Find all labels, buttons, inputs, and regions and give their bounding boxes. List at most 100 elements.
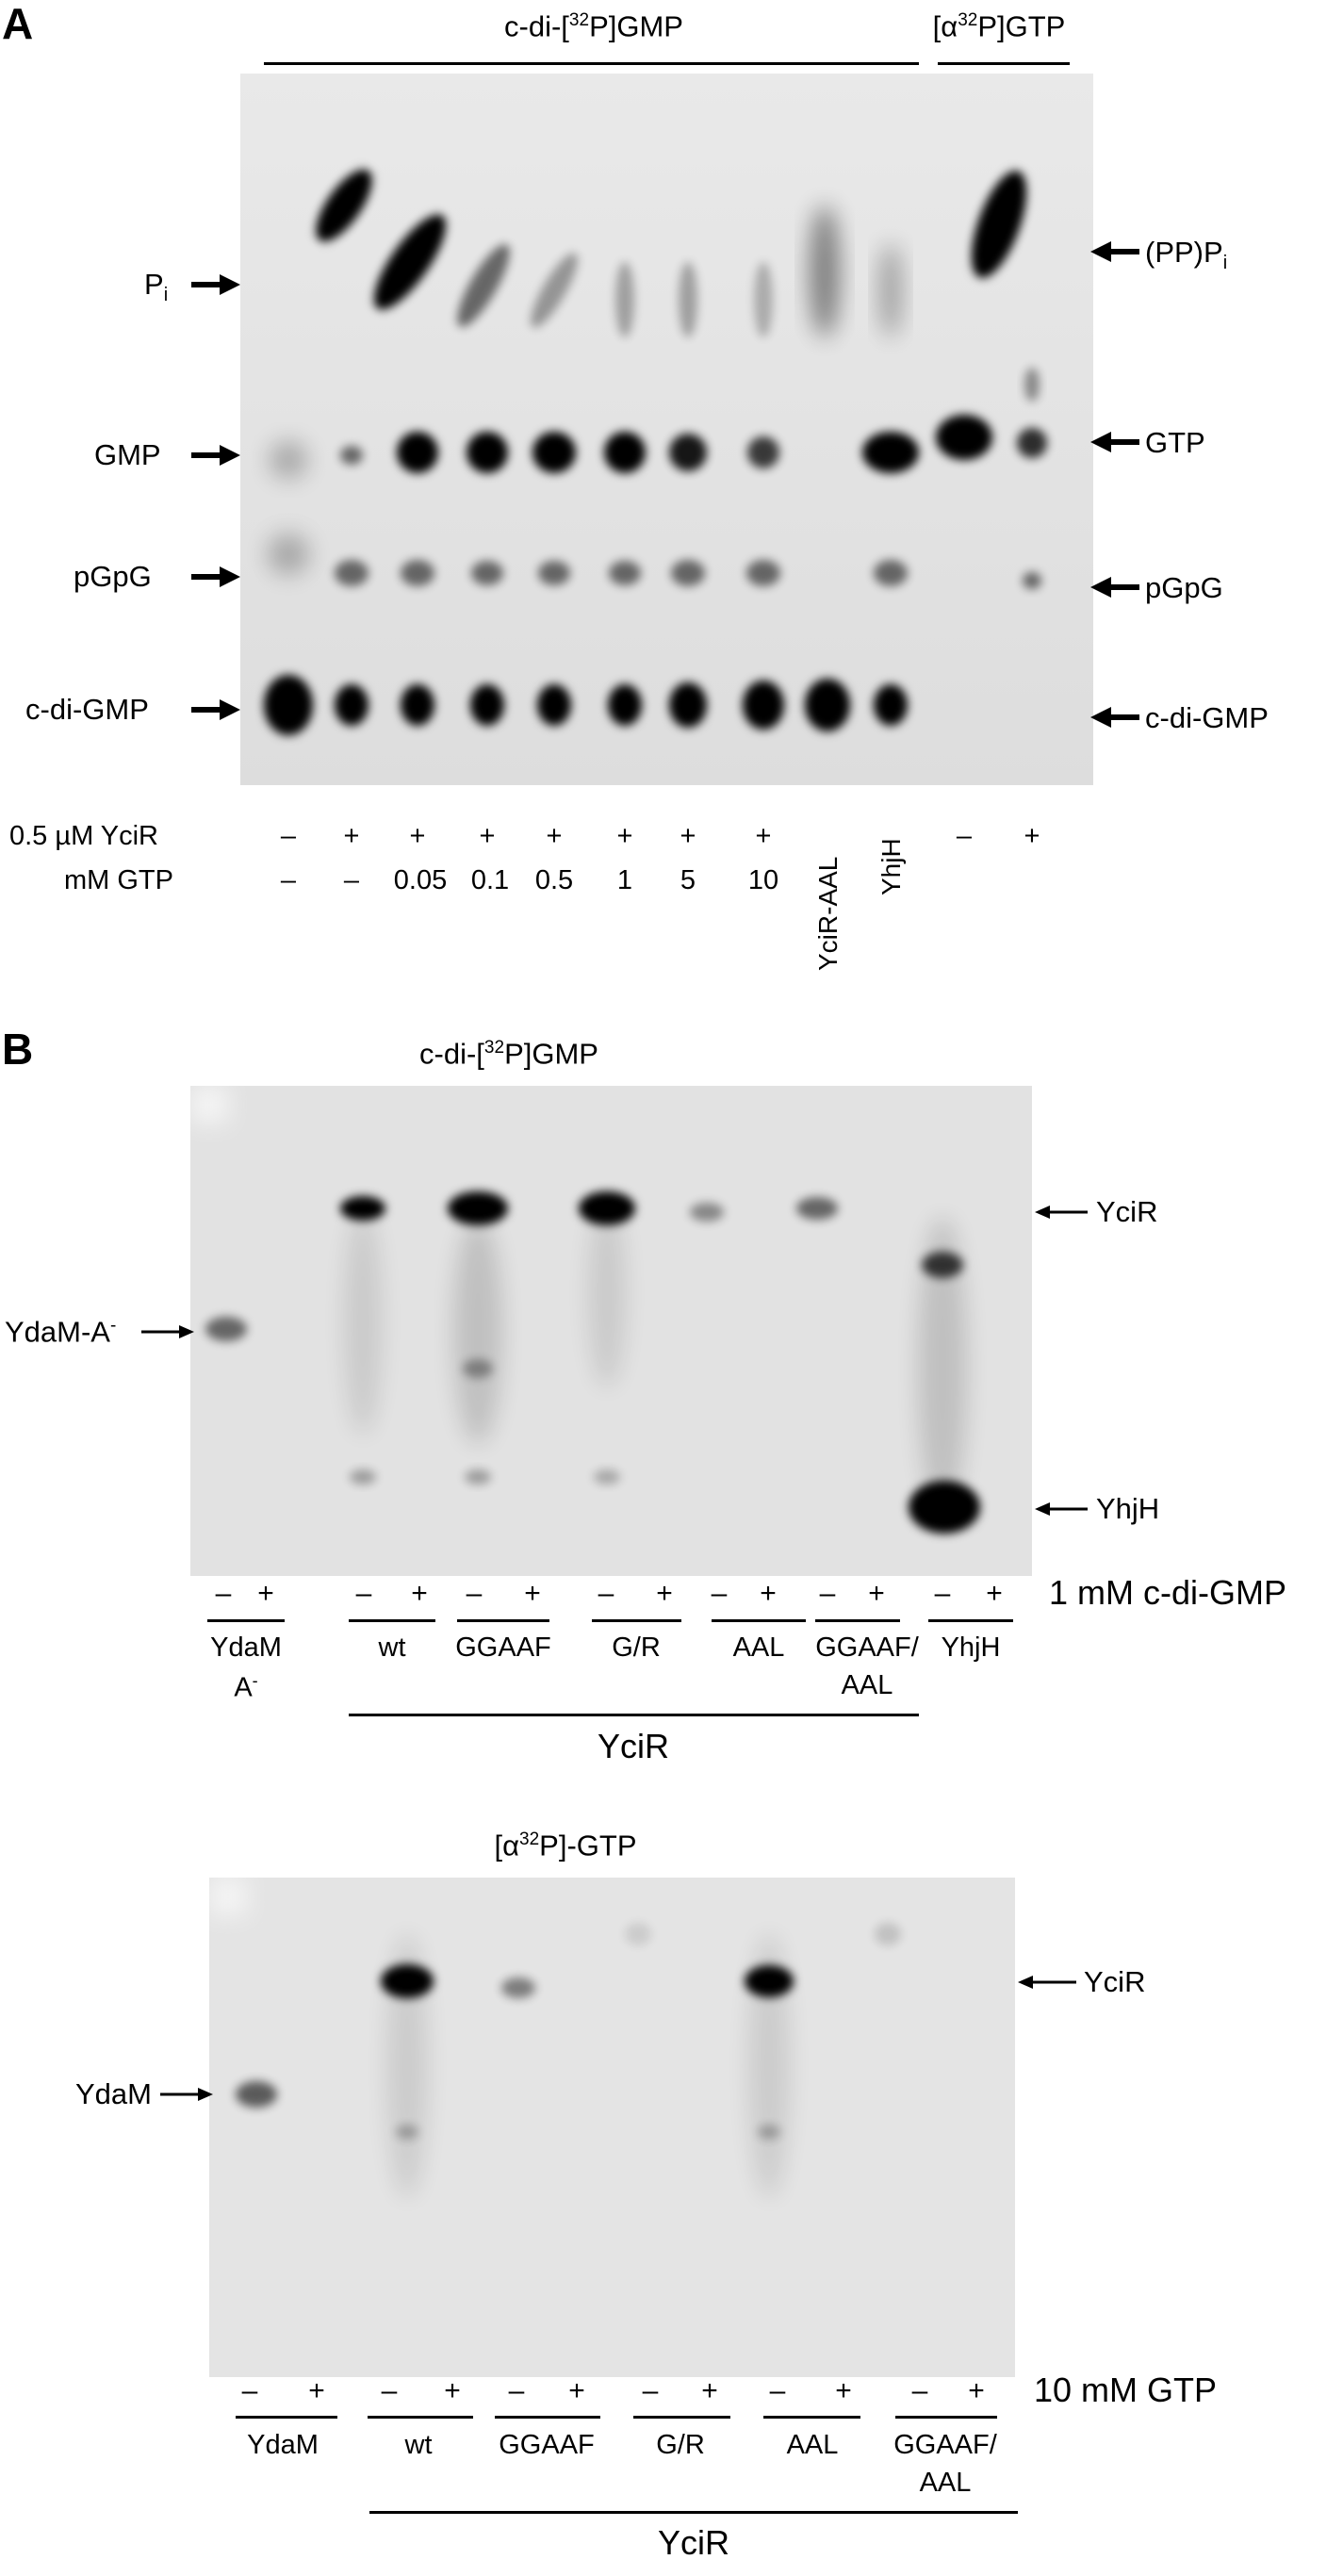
arrow-left-icon — [1090, 707, 1139, 728]
arrow-left-icon — [1090, 241, 1139, 262]
group-bar — [495, 2416, 600, 2419]
pm-sign: + — [257, 1578, 274, 1609]
pm-sign: – — [241, 2375, 258, 2406]
label-gtp-right: GTP — [1145, 426, 1205, 459]
pm-sign: + — [680, 821, 696, 851]
group-label: wt — [404, 2430, 433, 2460]
arrow-right-icon — [191, 699, 240, 720]
pm-sign: + — [868, 1578, 885, 1609]
pm-sign: – — [215, 1578, 232, 1609]
label-ycir-b-bottom: YciR — [1084, 1965, 1146, 1998]
pm-sign: + — [1024, 821, 1040, 851]
condition-label-top: 1 mM c-di-GMP — [1049, 1573, 1286, 1612]
group-label: YdaM — [247, 2430, 319, 2460]
group-label: GGAAF/ — [893, 2430, 997, 2460]
label-pgpg-left: pGpG — [74, 560, 152, 593]
pm-sign: – — [956, 821, 973, 851]
label-pppi-right: (PP)Pi — [1145, 236, 1228, 274]
label-cdigmp-left: c-di-GMP — [25, 693, 149, 726]
pm-sign: – — [769, 2375, 786, 2406]
arrow-left-icon — [1035, 1206, 1088, 1219]
group-label: YdaM — [210, 1633, 282, 1663]
arrow-right-icon — [141, 1325, 194, 1338]
pm-sign: + — [444, 2375, 461, 2406]
label-cdigmp-right: c-di-GMP — [1145, 701, 1269, 734]
panel-a-header-right: [α32P]GTP — [932, 9, 1066, 43]
panel-b-top-header: c-di-[32P]GMP — [419, 1037, 598, 1071]
group-label: GGAAF — [499, 2430, 595, 2460]
pm-sign: + — [701, 2375, 718, 2406]
group-bar — [895, 2416, 997, 2419]
arrow-left-icon — [1090, 577, 1139, 598]
group-label: wt — [378, 1633, 406, 1663]
pm-sign: + — [568, 2375, 585, 2406]
gel-image-b-top — [190, 1086, 1032, 1576]
group-label: AAL — [732, 1633, 785, 1663]
gtp-value: – — [343, 865, 360, 895]
gtp-value: 1 — [616, 865, 633, 895]
gtp-value: 0.5 — [534, 865, 574, 895]
group-label: AAL — [919, 2468, 972, 2498]
panel-a-letter: A — [2, 0, 34, 48]
pm-sign: + — [411, 1578, 428, 1609]
group-label: G/R — [656, 2430, 705, 2460]
pm-sign: + — [343, 821, 360, 851]
pm-sign: – — [934, 1578, 951, 1609]
pm-sign: + — [524, 1578, 541, 1609]
panel-a-header-right-bar — [938, 62, 1070, 65]
group-label: YhjH — [941, 1633, 1001, 1663]
group-bar — [592, 1619, 681, 1622]
label-ycir-b-top: YciR — [1096, 1195, 1158, 1228]
panel-b-letter: B — [2, 1025, 34, 1074]
pm-sign: – — [508, 2375, 525, 2406]
arrow-right-icon — [191, 445, 240, 466]
pm-sign: – — [381, 2375, 398, 2406]
gtp-value: 10 — [747, 865, 779, 895]
group-label: AAL — [841, 1670, 893, 1700]
arrow-left-icon — [1090, 432, 1139, 452]
pm-sign: + — [760, 1578, 777, 1609]
ycir-bracket-bar — [369, 2511, 1018, 2514]
ycir-bracket-label: YciR — [657, 2523, 730, 2562]
pm-sign: + — [986, 1578, 1003, 1609]
row-label-yciR: 0.5 µM YciR — [9, 821, 158, 851]
arrow-right-icon — [191, 274, 240, 295]
pm-sign: – — [466, 1578, 483, 1609]
gel-image-b-bottom — [209, 1878, 1015, 2377]
lane-label-yciR-aal: YciR-AAL — [813, 856, 843, 971]
arrow-right-icon — [160, 2088, 213, 2101]
arrow-left-icon — [1018, 1976, 1076, 1989]
panel-b-bottom-header: [α32P]-GTP — [494, 1829, 637, 1862]
label-ydam-a: YdaM-A- — [5, 1315, 117, 1349]
pm-sign: + — [616, 821, 633, 851]
group-bar — [928, 1619, 1013, 1622]
pm-sign: – — [711, 1578, 728, 1609]
group-bar — [207, 1619, 285, 1622]
label-gmp-left: GMP — [94, 438, 161, 471]
group-bar — [236, 2416, 337, 2419]
pm-sign: + — [835, 2375, 852, 2406]
pm-sign: – — [911, 2375, 928, 2406]
pm-sign: + — [546, 821, 563, 851]
group-bar — [815, 1619, 900, 1622]
group-label: AAL — [786, 2430, 839, 2460]
pm-sign: + — [479, 821, 496, 851]
pm-sign: + — [755, 821, 772, 851]
group-bar — [763, 2416, 860, 2419]
lane-label-yhjh: YhjH — [876, 838, 906, 895]
gel-image-a — [240, 74, 1093, 785]
group-label: GGAAF/ — [815, 1633, 919, 1663]
label-pgpg-right: pGpG — [1145, 571, 1223, 604]
pm-sign: – — [355, 1578, 372, 1609]
label-yhjh-b-top: YhjH — [1096, 1492, 1160, 1525]
pm-sign: – — [642, 2375, 659, 2406]
gtp-value: – — [280, 865, 297, 895]
pm-sign: + — [409, 821, 426, 851]
group-bar — [712, 1619, 806, 1622]
condition-label-bottom: 10 mM GTP — [1034, 2371, 1218, 2409]
label-pi-left: Pi — [144, 268, 169, 306]
gtp-value: 0.1 — [470, 865, 510, 895]
ycir-bracket-bar — [349, 1714, 919, 1716]
pm-sign: – — [819, 1578, 836, 1609]
pm-sign: + — [308, 2375, 325, 2406]
